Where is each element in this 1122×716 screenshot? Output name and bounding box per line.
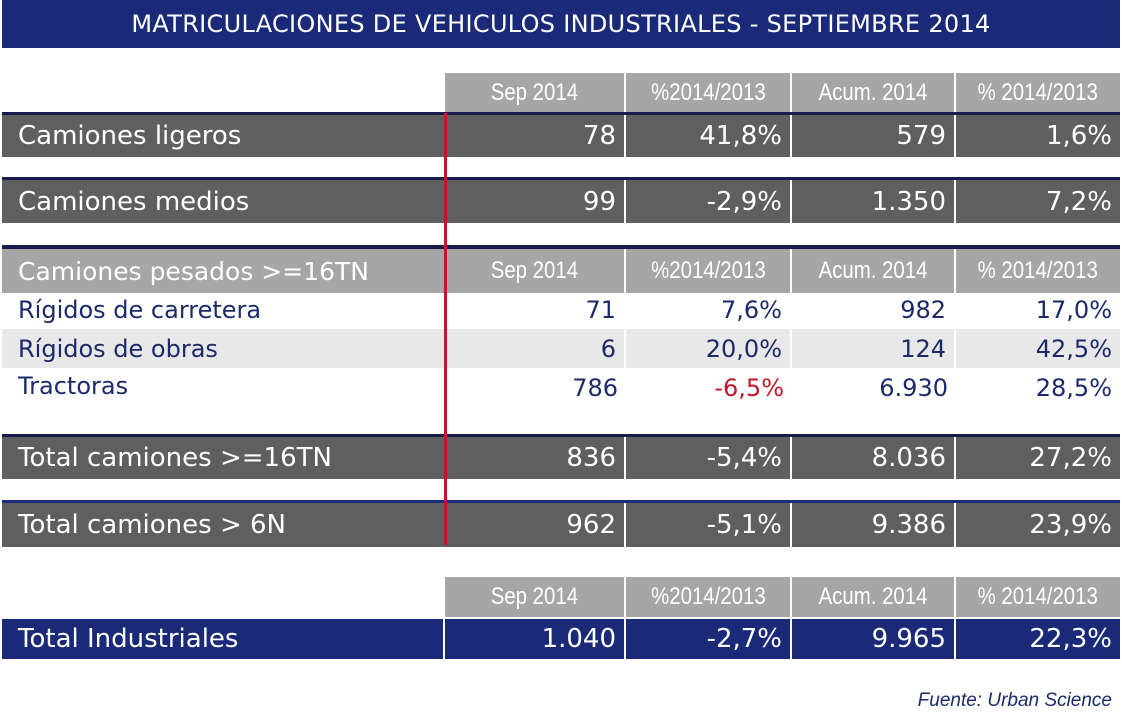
col-header-pct: %2014/2013 <box>626 73 792 113</box>
source-note: Fuente: Urban Science <box>917 690 1112 711</box>
section-header-row: Camiones pesados >=16TN Sep 2014 %2014/2… <box>2 245 1120 293</box>
col-header-acum-pct: % 2014/2013 <box>956 73 1120 113</box>
section-title: Camiones pesados >=16TN <box>2 249 445 293</box>
column-header-row: Sep 2014 %2014/2013 Acum. 2014 % 2014/20… <box>2 73 1120 113</box>
column-header-row: Sep 2014 %2014/2013 Acum. 2014 % 2014/20… <box>2 577 1120 617</box>
table-row: Camiones ligeros 78 41,8% 579 1,6% <box>2 112 1120 157</box>
table-row: Camiones medios 99 -2,9% 1.350 7,2% <box>2 177 1120 223</box>
table-row: Tractoras 786 -6,5% 6.930 28,5% <box>18 372 1112 402</box>
divider-line <box>444 113 447 545</box>
page-title: MATRICULACIONES DE VEHICULOS INDUSTRIALE… <box>2 0 1120 48</box>
table-row: Rígidos de carretera 71 7,6% 982 17,0% <box>2 291 1120 329</box>
total-row: Total Industriales 1.040 -2,7% 9.965 22,… <box>2 619 1120 659</box>
table-row: Rígidos de obras 6 20,0% 124 42,5% <box>2 329 1120 368</box>
col-header-acum: Acum. 2014 <box>792 73 956 113</box>
col-header-sep: Sep 2014 <box>445 73 626 113</box>
table-row: Total camiones >=16TN 836 -5,4% 8.036 27… <box>2 434 1120 479</box>
table-row: Total camiones > 6N 962 -5,1% 9.386 23,9… <box>2 500 1120 547</box>
